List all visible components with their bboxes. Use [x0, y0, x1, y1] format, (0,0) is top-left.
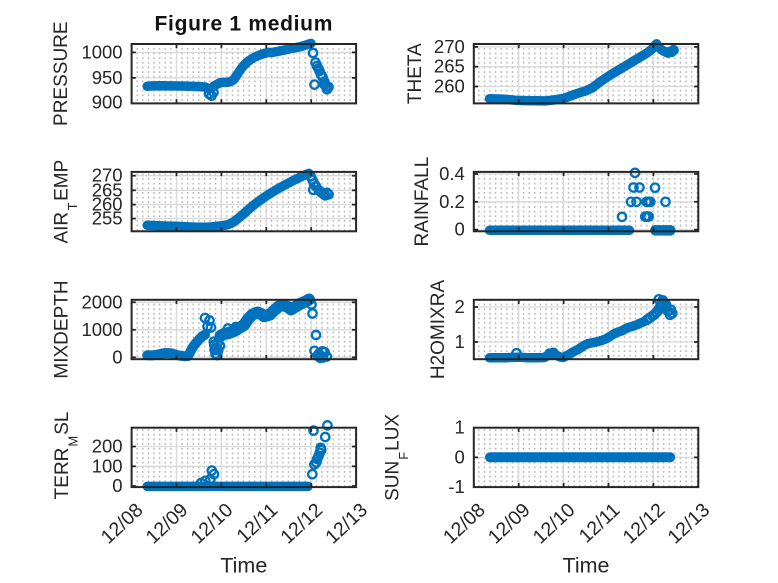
svg-text:900: 900 — [92, 92, 123, 113]
svg-text:265: 265 — [434, 56, 465, 77]
svg-text:0.4: 0.4 — [439, 163, 465, 184]
svg-text:MIXDEPTH: MIXDEPTH — [52, 280, 73, 378]
svg-text:255: 255 — [92, 208, 123, 229]
svg-text:0: 0 — [112, 346, 122, 367]
svg-text:260: 260 — [434, 76, 465, 97]
svg-text:1000: 1000 — [81, 319, 122, 340]
svg-text:RAINFALL: RAINFALL — [412, 157, 433, 247]
svg-text:H2OMIXRA: H2OMIXRA — [428, 280, 449, 380]
svg-text:100: 100 — [92, 455, 123, 476]
svg-text:265: 265 — [92, 179, 123, 200]
svg-text:0: 0 — [455, 219, 465, 240]
svg-text:2: 2 — [455, 296, 465, 317]
svg-text:1: 1 — [455, 331, 465, 352]
svg-text:PRESSURE: PRESSURE — [51, 21, 72, 126]
svg-text:200: 200 — [92, 436, 123, 457]
svg-text:Time: Time — [220, 554, 267, 578]
svg-text:2000: 2000 — [81, 291, 122, 312]
svg-text:950: 950 — [92, 67, 123, 88]
svg-text:0.2: 0.2 — [439, 191, 465, 212]
svg-text:1000: 1000 — [81, 41, 122, 62]
svg-text:Time: Time — [563, 554, 610, 578]
svg-text:0: 0 — [112, 475, 122, 496]
svg-text:-1: -1 — [448, 476, 464, 497]
svg-text:270: 270 — [92, 165, 123, 186]
svg-text:THETA: THETA — [405, 43, 426, 104]
svg-text:Figure 1 medium: Figure 1 medium — [155, 13, 334, 36]
svg-text:270: 270 — [434, 36, 465, 57]
svg-text:0: 0 — [455, 446, 465, 467]
svg-text:260: 260 — [92, 194, 123, 215]
svg-text:1: 1 — [455, 417, 465, 438]
